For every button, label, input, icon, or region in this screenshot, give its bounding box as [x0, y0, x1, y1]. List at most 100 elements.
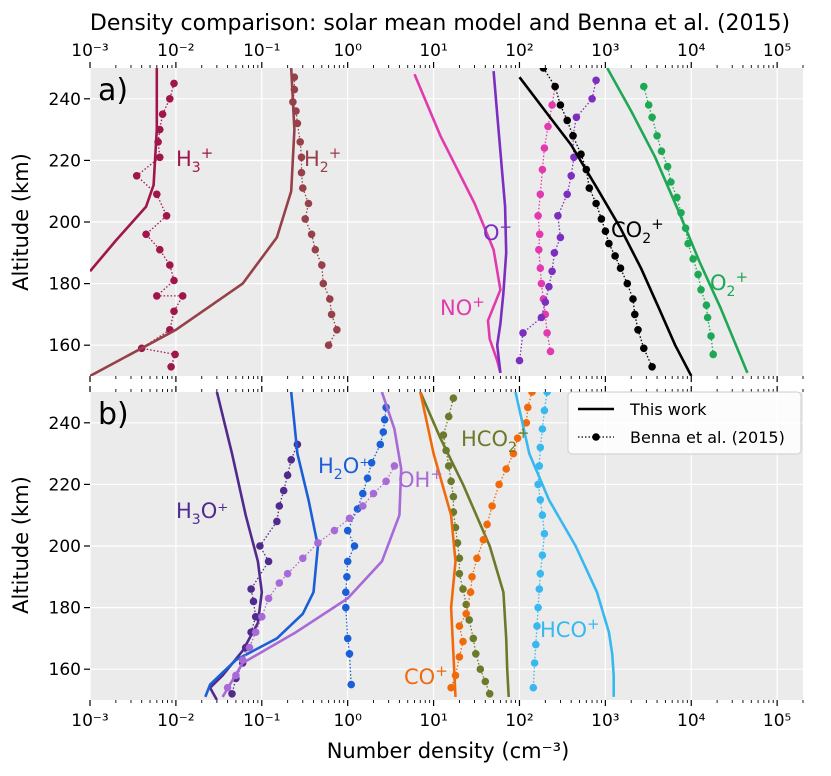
benna-point-OH+	[238, 656, 247, 664]
benna-point-H3O+	[287, 456, 296, 464]
benna-point-H2+	[293, 119, 302, 128]
x-tick-label-top: 10⁰	[333, 41, 362, 61]
benna-point-HCO+	[543, 392, 551, 396]
benna-point-HCO2+	[472, 650, 480, 658]
benna-point-H3+	[153, 190, 161, 199]
x-tick-label-bottom: 10²	[505, 711, 533, 731]
benna-point-H2+	[327, 310, 336, 319]
species-label-OH+: OH+	[398, 465, 443, 492]
benna-point-CO2+	[582, 165, 591, 174]
benna-line-HCO+	[532, 392, 548, 688]
y-tick-label: 200	[49, 537, 81, 557]
benna-point-H2+	[307, 230, 316, 239]
benna-point-OH+	[314, 539, 322, 547]
model-line-H2+	[90, 68, 296, 376]
benna-line-O+	[518, 80, 597, 361]
benna-point-HCO+	[538, 551, 547, 559]
model-line-H2O+	[204, 392, 320, 698]
benna-point-HCO+	[533, 622, 541, 630]
species-label-H3O+: H3O⁺	[176, 499, 228, 528]
benna-point-CO2+	[551, 82, 559, 91]
benna-point-H3+	[170, 79, 178, 88]
benna-point-H3O+	[283, 471, 292, 480]
benna-point-H3+	[153, 292, 161, 300]
benna-point-O+	[554, 212, 562, 220]
benna-point-NO+	[537, 279, 546, 288]
species-label-CO+: CO+	[404, 662, 448, 689]
benna-point-HCO2+	[442, 446, 450, 455]
benna-point-OH+	[258, 613, 266, 621]
benna-point-H3O+	[247, 585, 255, 593]
benna-point-O+	[572, 113, 581, 122]
benna-point-H2+	[301, 215, 310, 223]
benna-point-H2O+	[343, 557, 352, 566]
benna-point-HCO2+	[449, 394, 458, 403]
benna-point-OH+	[390, 462, 399, 470]
benna-point-O2+	[653, 132, 661, 140]
benna-point-H3O+	[251, 613, 260, 621]
benna-point-H2O+	[367, 459, 376, 467]
benna-point-NO+	[540, 144, 549, 152]
model-line-H3+	[90, 68, 159, 273]
x-tick-label-top: 10⁴	[677, 41, 706, 61]
benna-point-H2+	[289, 98, 297, 106]
benna-point-O+	[519, 329, 527, 337]
benna-point-O2+	[644, 101, 653, 109]
legend-box	[567, 391, 802, 455]
x-tick-label-top: 10⁻²	[157, 41, 194, 61]
benna-point-CO+	[509, 449, 518, 458]
y-tick-label: 160	[49, 660, 81, 680]
benna-point-H3O+	[249, 597, 258, 606]
model-line-CO+	[419, 392, 457, 697]
benna-point-CO+	[447, 683, 455, 692]
species-label-H2O+: H2O⁺	[318, 454, 370, 483]
benna-point-OH+	[232, 671, 240, 680]
benna-point-HCO+	[536, 569, 545, 578]
benna-point-H3+	[166, 261, 174, 269]
benna-point-CO2+	[616, 264, 625, 273]
benna-point-O2+	[677, 209, 685, 217]
benna-point-H3O+	[275, 502, 284, 510]
benna-point-HCO2+	[455, 569, 464, 578]
x-tick-label-bottom: 10⁴	[677, 711, 706, 731]
species-label-HCO2+: HCO2+	[461, 424, 529, 456]
benna-point-H3+	[170, 307, 178, 316]
benna-point-NO+	[535, 230, 544, 239]
benna-point-CO+	[479, 536, 488, 544]
benna-point-NO+	[534, 212, 542, 220]
model-line-HCO2+	[419, 392, 510, 697]
x-axis-title: Number density (cm⁻³)	[327, 739, 570, 763]
benna-point-H2+	[290, 73, 299, 81]
benna-point-CO2+	[605, 239, 613, 248]
benna-point-CO+	[455, 653, 464, 661]
benna-point-HCO2+	[459, 585, 467, 593]
benna-point-NO+	[536, 190, 545, 199]
x-tick-label-bottom: 10⁰	[333, 711, 362, 731]
benna-point-OH+	[369, 489, 378, 498]
model-line-O2+	[606, 68, 749, 374]
benna-point-H2+	[290, 85, 299, 94]
benna-point-HCO2+	[469, 634, 478, 643]
benna-point-H3+	[156, 153, 164, 162]
legend-entry-label: This work	[629, 400, 707, 419]
benna-point-H2O+	[343, 526, 352, 535]
benna-point-CO+	[524, 403, 532, 412]
benna-point-H3+	[167, 363, 175, 371]
benna-point-HCO+	[535, 585, 544, 593]
benna-point-CO2+	[539, 68, 548, 72]
benna-point-CO+	[502, 465, 511, 473]
benna-point-H2+	[319, 279, 328, 288]
benna-point-CO+	[462, 610, 471, 618]
benna-point-O2+	[684, 239, 692, 248]
benna-point-NO+	[538, 165, 547, 174]
y-tick-label: 220	[49, 151, 81, 171]
benna-point-O+	[570, 153, 578, 162]
benna-point-O2+	[707, 332, 715, 340]
benna-point-H2+	[324, 341, 333, 350]
benna-point-HCO2+	[465, 616, 474, 624]
y-tick-label: 180	[49, 599, 81, 619]
model-line-NO+	[413, 73, 502, 374]
benna-point-O2+	[702, 301, 711, 310]
species-label-O+: O+	[483, 218, 512, 245]
benna-point-CO2+	[597, 215, 606, 223]
